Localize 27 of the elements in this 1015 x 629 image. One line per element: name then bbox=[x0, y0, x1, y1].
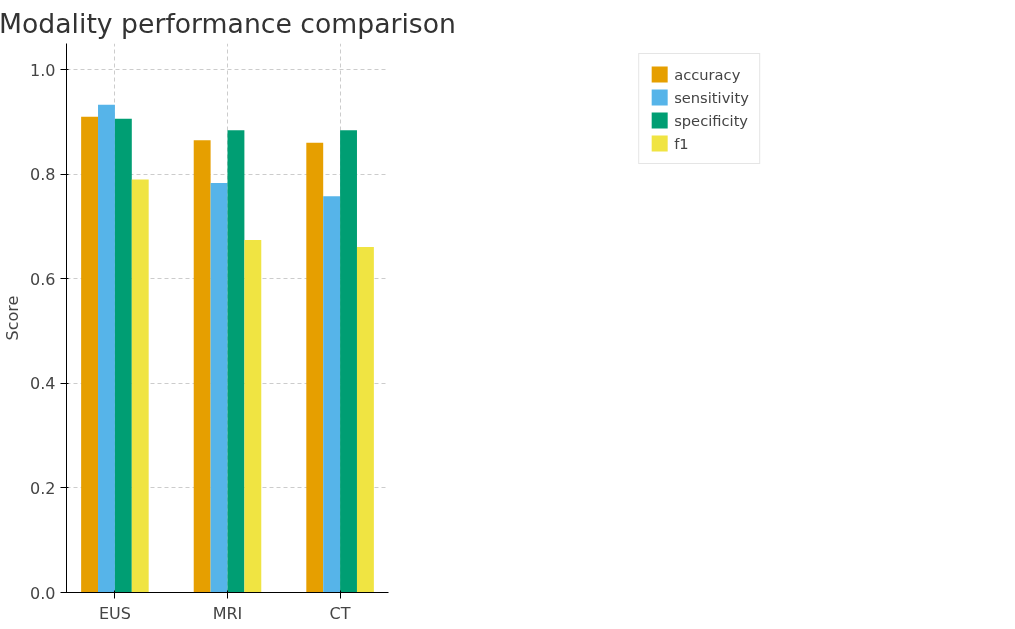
y-tick-label: 0.4 bbox=[30, 374, 56, 394]
legend-label: specificity bbox=[674, 111, 749, 129]
chart-title: Modality performance comparison bbox=[0, 7, 456, 39]
y-axis-title: Score bbox=[3, 295, 23, 341]
legend-label: f1 bbox=[674, 134, 690, 152]
y-tick-label: 0.6 bbox=[30, 269, 56, 289]
bar bbox=[227, 130, 245, 593]
bar bbox=[131, 179, 149, 593]
bar bbox=[210, 183, 228, 593]
bar bbox=[323, 196, 341, 593]
y-tick-label: 0.2 bbox=[30, 478, 56, 498]
legend-label: sensitivity bbox=[674, 88, 749, 106]
bar bbox=[306, 142, 324, 593]
x-tick-label: EUS bbox=[98, 603, 131, 623]
bar bbox=[193, 140, 211, 593]
bar bbox=[81, 116, 99, 593]
x-tick-label: MRI bbox=[212, 603, 243, 623]
bar bbox=[356, 246, 374, 593]
bar bbox=[98, 104, 115, 593]
bar bbox=[244, 240, 262, 593]
x-tick-label: CT bbox=[329, 603, 351, 623]
bar bbox=[114, 118, 132, 593]
bar bbox=[340, 130, 357, 593]
legend-label: accuracy bbox=[674, 65, 741, 83]
y-tick-label: 0.8 bbox=[30, 165, 56, 185]
y-tick-label: 0.0 bbox=[30, 583, 56, 603]
y-tick-label: 1.0 bbox=[30, 60, 56, 80]
